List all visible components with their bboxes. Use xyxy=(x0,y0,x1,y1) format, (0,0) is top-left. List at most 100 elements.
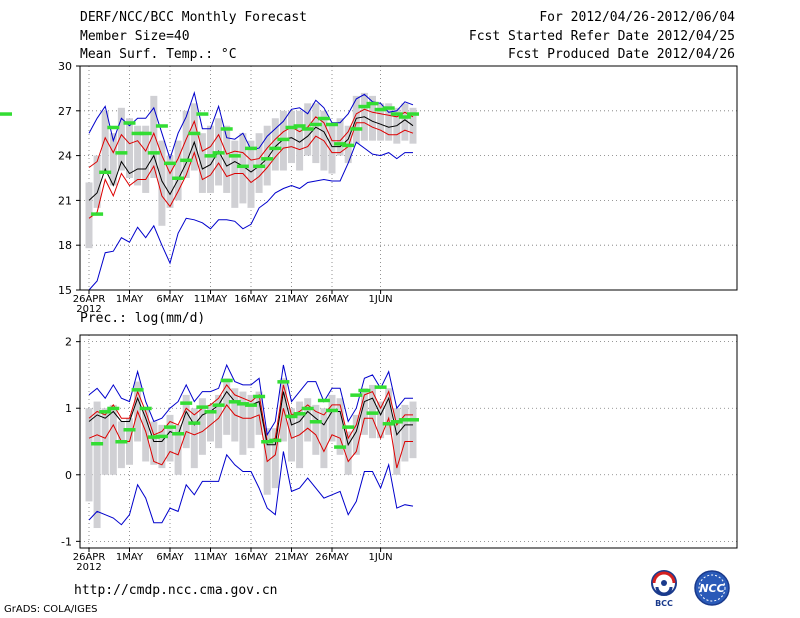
ensemble-range-bar xyxy=(190,103,198,171)
observed-marker xyxy=(99,170,112,175)
ensemble-range-bar xyxy=(109,404,117,475)
ensemble-range-bar xyxy=(166,155,174,208)
ensemble-range-bar xyxy=(288,408,295,462)
ensemble-range-bar xyxy=(142,125,150,193)
observed-marker xyxy=(253,164,266,169)
observed-marker xyxy=(228,154,241,158)
observed-marker xyxy=(261,440,274,444)
observed-marker xyxy=(390,112,403,116)
observed-marker xyxy=(155,434,168,439)
x-tick-label: 21MAY xyxy=(275,552,309,563)
ensemble-range-bar xyxy=(134,125,142,186)
chart-title: DERF/NCC/BCC Monthly Forecast xyxy=(80,10,307,25)
y-tick-label: 1 xyxy=(65,402,72,415)
temperature-panel: 15 18 21 24 27 30 26APR 1MAY 6MAY 11MAY 16MAY 21MAY… xyxy=(0,60,738,315)
ensemble-range-bar xyxy=(385,103,393,141)
ensemble-range-bar xyxy=(142,408,150,462)
precipitation-variable-label: Prec.: log(mm/d) xyxy=(80,311,206,326)
ensemble-range-bar xyxy=(336,398,344,455)
observed-marker xyxy=(204,410,217,414)
ensemble-range-bar xyxy=(385,388,393,435)
ensemble-range-bar xyxy=(352,95,360,144)
observed-marker xyxy=(326,408,338,413)
x-tick-label: 16MAY xyxy=(234,552,268,563)
ensemble-range-bar xyxy=(231,140,239,208)
bcc-logo-text: BCC xyxy=(655,599,673,608)
ensemble-range-bar xyxy=(117,421,125,469)
forecast-period-label: For 2012/04/26-2012/06/04 xyxy=(539,10,735,25)
x-tick-label: 1JUN xyxy=(369,294,393,305)
observed-marker xyxy=(212,151,225,155)
observed-marker xyxy=(398,115,411,119)
observed-marker xyxy=(115,440,128,444)
ensemble-range-bar xyxy=(288,110,295,164)
ensemble-range-bar xyxy=(182,110,190,178)
observed-marker xyxy=(164,161,176,166)
ensemble-range-bar xyxy=(312,103,320,164)
observed-marker xyxy=(374,385,387,389)
observed-marker xyxy=(123,121,136,125)
plot-frame xyxy=(79,65,738,291)
observed-marker xyxy=(334,142,347,146)
observed-marker xyxy=(269,146,282,151)
observed-marker xyxy=(277,137,290,142)
ensemble-range-bar xyxy=(85,182,93,249)
observed-marker xyxy=(245,403,257,407)
ensemble-range-bar xyxy=(328,394,336,442)
series-line-lower xyxy=(88,122,414,219)
observed-marker xyxy=(301,127,314,131)
observed-marker xyxy=(107,406,120,411)
ncc-logo-text: NCC xyxy=(699,582,724,595)
ncc-logo: NCC xyxy=(694,570,730,606)
observed-marker xyxy=(180,158,193,163)
observed-marker xyxy=(99,410,112,414)
observed-marker xyxy=(172,432,185,436)
grads-credit: GrADS: COLA/IGES xyxy=(4,604,98,615)
y-tick-label: 24 xyxy=(58,150,72,163)
observed-marker xyxy=(107,125,120,130)
ensemble-range-bar xyxy=(215,394,223,449)
x-tick-label: 26MAY xyxy=(315,552,349,563)
series-line-upper xyxy=(88,108,414,175)
observed-marker xyxy=(269,438,282,443)
observed-marker xyxy=(358,388,371,393)
member-size-label: Member Size=40 xyxy=(80,29,190,44)
ensemble-range-bar xyxy=(377,401,385,439)
ensemble-range-bar xyxy=(336,118,344,156)
observed-marker xyxy=(277,380,290,384)
ensemble-range-bar xyxy=(393,408,401,475)
observed-marker xyxy=(188,131,201,136)
observed-marker xyxy=(407,112,419,116)
ensemble-range-bar xyxy=(369,95,376,141)
ensemble-range-bar xyxy=(190,408,198,469)
ensemble-range-bar xyxy=(101,408,109,475)
observed-marker xyxy=(164,425,176,429)
observed-marker xyxy=(382,422,395,426)
observed-marker xyxy=(253,394,266,399)
observed-marker xyxy=(366,411,379,415)
precipitation-panel: -1 0 1 2 26APR 1MAY 6MAY 11MAY 16MAY 21MAY 26MAY 1J… xyxy=(61,334,738,573)
observed-marker xyxy=(196,112,209,116)
ensemble-range-bar xyxy=(198,133,206,193)
observed-marker xyxy=(382,106,395,110)
x-tick-label: 11MAY xyxy=(194,294,228,305)
observed-marker xyxy=(204,154,217,158)
x-tick-label: 16MAY xyxy=(234,294,268,305)
observed-marker xyxy=(293,124,306,128)
x-tick-label: 1MAY xyxy=(116,552,144,563)
observed-marker xyxy=(0,112,12,116)
y-tick-label: -1 xyxy=(61,535,72,548)
observed-marker xyxy=(147,435,160,439)
ensemble-range-bar xyxy=(271,118,279,171)
ensemble-range-bar xyxy=(182,394,190,449)
ensemble-range-bar xyxy=(85,408,93,502)
ensemble-range-bar xyxy=(352,414,360,455)
observed-marker xyxy=(139,406,152,411)
observed-marker xyxy=(342,425,355,429)
ensemble-range-bar xyxy=(198,398,206,455)
ensemble-range-bar xyxy=(328,125,336,174)
observed-marker xyxy=(366,101,379,106)
x-year-label: 2012 xyxy=(76,562,101,573)
observed-marker xyxy=(212,403,225,407)
ensemble-range-bar xyxy=(174,140,182,201)
